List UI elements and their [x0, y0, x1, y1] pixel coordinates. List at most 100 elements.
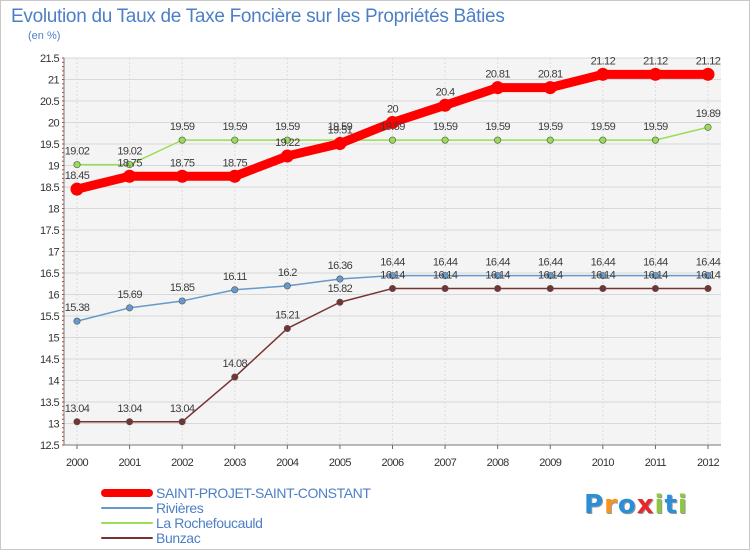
data-label: 15.82: [328, 283, 353, 295]
x-tick-label: 2005: [329, 457, 352, 469]
x-tick-label: 2011: [645, 457, 667, 469]
data-label: 16.14: [485, 269, 510, 281]
data-point: [333, 137, 347, 151]
data-point: [441, 272, 449, 280]
data-label: 15.38: [65, 302, 90, 314]
data-label: 16.36: [328, 260, 353, 272]
legend-swatch: [101, 537, 153, 539]
data-label: 13.04: [170, 403, 195, 415]
data-point: [231, 373, 239, 381]
logo-letter: i: [654, 490, 665, 520]
y-tick-label: 16.5: [40, 268, 59, 280]
data-point: [494, 284, 502, 292]
x-tick-label: 2010: [592, 457, 615, 469]
data-label: 19.59: [328, 121, 353, 133]
data-label: 16.14: [433, 269, 458, 281]
x-tick-label: 2003: [224, 457, 247, 469]
x-tick-label: 2007: [434, 457, 457, 469]
y-tick-label: 19: [48, 161, 60, 173]
data-label: 20.81: [538, 69, 563, 81]
y-tick-label: 13.5: [40, 397, 59, 409]
data-point: [596, 67, 610, 81]
x-tick-label: 2001: [119, 457, 142, 469]
x-tick-label: 2004: [276, 457, 299, 469]
data-label: 19.59: [170, 121, 195, 133]
legend-swatch: [101, 507, 153, 509]
data-point: [546, 272, 554, 280]
axes: [62, 57, 721, 449]
data-label: 16.14: [538, 269, 563, 281]
data-point: [388, 136, 396, 144]
data-label: 16.11: [223, 271, 247, 283]
data-point: [126, 161, 134, 169]
data-label: 21.12: [643, 55, 668, 67]
data-point: [283, 324, 291, 332]
proxiti-logo: Proxiti: [584, 490, 688, 520]
data-label: 16.44: [643, 257, 668, 269]
data-point: [178, 297, 186, 305]
data-point: [283, 282, 291, 290]
data-point: [70, 182, 84, 196]
data-label: 19.59: [275, 121, 300, 133]
data-label: 15.21: [275, 309, 300, 321]
data-point: [283, 136, 291, 144]
data-point: [73, 317, 81, 325]
data-point: [704, 123, 712, 131]
chart-subtitle: (en %): [28, 30, 61, 42]
data-label: 21.12: [591, 55, 616, 67]
data-label: 16.44: [380, 257, 405, 269]
y-tick-label: 14: [48, 376, 60, 388]
data-labels: 18.45 18.75 18.75 18.75 19.22 19.51 20 20.4 20.8…: [65, 55, 722, 415]
y-tick-label: 21.5: [40, 53, 59, 65]
data-point: [126, 418, 134, 426]
data-point: [546, 136, 554, 144]
logo-letter: x: [636, 490, 655, 520]
data-point: [231, 286, 239, 294]
data-label: 18.75: [170, 157, 195, 169]
data-label: 20.4: [436, 86, 455, 98]
legend: SAINT-PROJET-SAINT-CONSTANT Rivières La Ro…: [101, 485, 421, 546]
data-point: [73, 418, 81, 426]
y-tick-label: 20.5: [40, 96, 59, 108]
y-tick-label: 20: [48, 118, 60, 130]
data-label: 21.12: [696, 55, 721, 67]
data-label: 16.44: [485, 257, 510, 269]
data-label: 16.44: [591, 257, 616, 269]
data-label: 20.81: [485, 69, 510, 81]
data-point: [280, 149, 294, 163]
series-lines: [70, 67, 715, 426]
x-tick-label: 2009: [539, 457, 562, 469]
data-point: [546, 284, 554, 292]
y-tick-label: 13: [48, 419, 60, 431]
data-point: [386, 116, 399, 129]
data-label: 19.59: [380, 121, 405, 133]
legend-label: SAINT-PROJET-SAINT-CONSTANT: [156, 485, 371, 501]
data-point: [651, 272, 659, 280]
data-label: 19.22: [275, 137, 300, 149]
data-point: [73, 161, 81, 169]
data-point: [648, 67, 662, 81]
data-label: 19.59: [538, 121, 563, 133]
y-tick-label: 21: [48, 75, 60, 87]
y-tick-label: 17: [48, 247, 60, 259]
data-label: 18.75: [222, 157, 247, 169]
data-point: [651, 284, 659, 292]
data-point: [441, 136, 449, 144]
legend-label: La Rochefoucauld: [156, 515, 263, 531]
data-point: [543, 81, 557, 95]
data-point: [494, 136, 502, 144]
data-point: [336, 275, 344, 283]
data-point: [228, 169, 242, 183]
data-point: [388, 272, 396, 280]
logo-letter: i: [677, 490, 688, 520]
y-tick-label: 18: [48, 204, 60, 216]
data-label: 19.02: [117, 146, 142, 158]
y-tick-label: 15: [48, 333, 60, 345]
data-point: [599, 136, 607, 144]
data-point: [123, 169, 137, 183]
data-label: 16.44: [538, 257, 563, 269]
data-point: [704, 284, 712, 292]
data-point: [231, 136, 239, 144]
legend-item: Rivières: [101, 500, 421, 516]
